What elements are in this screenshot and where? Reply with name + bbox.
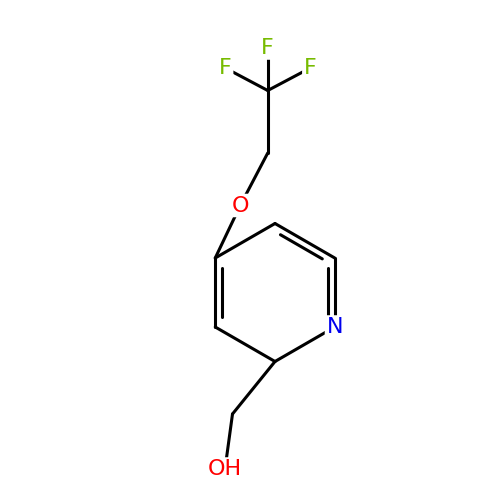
- Text: F: F: [219, 58, 232, 78]
- Text: F: F: [304, 58, 316, 78]
- Text: N: N: [326, 317, 343, 337]
- Text: O: O: [232, 196, 249, 216]
- Text: OH: OH: [208, 459, 242, 479]
- Text: F: F: [262, 38, 274, 58]
